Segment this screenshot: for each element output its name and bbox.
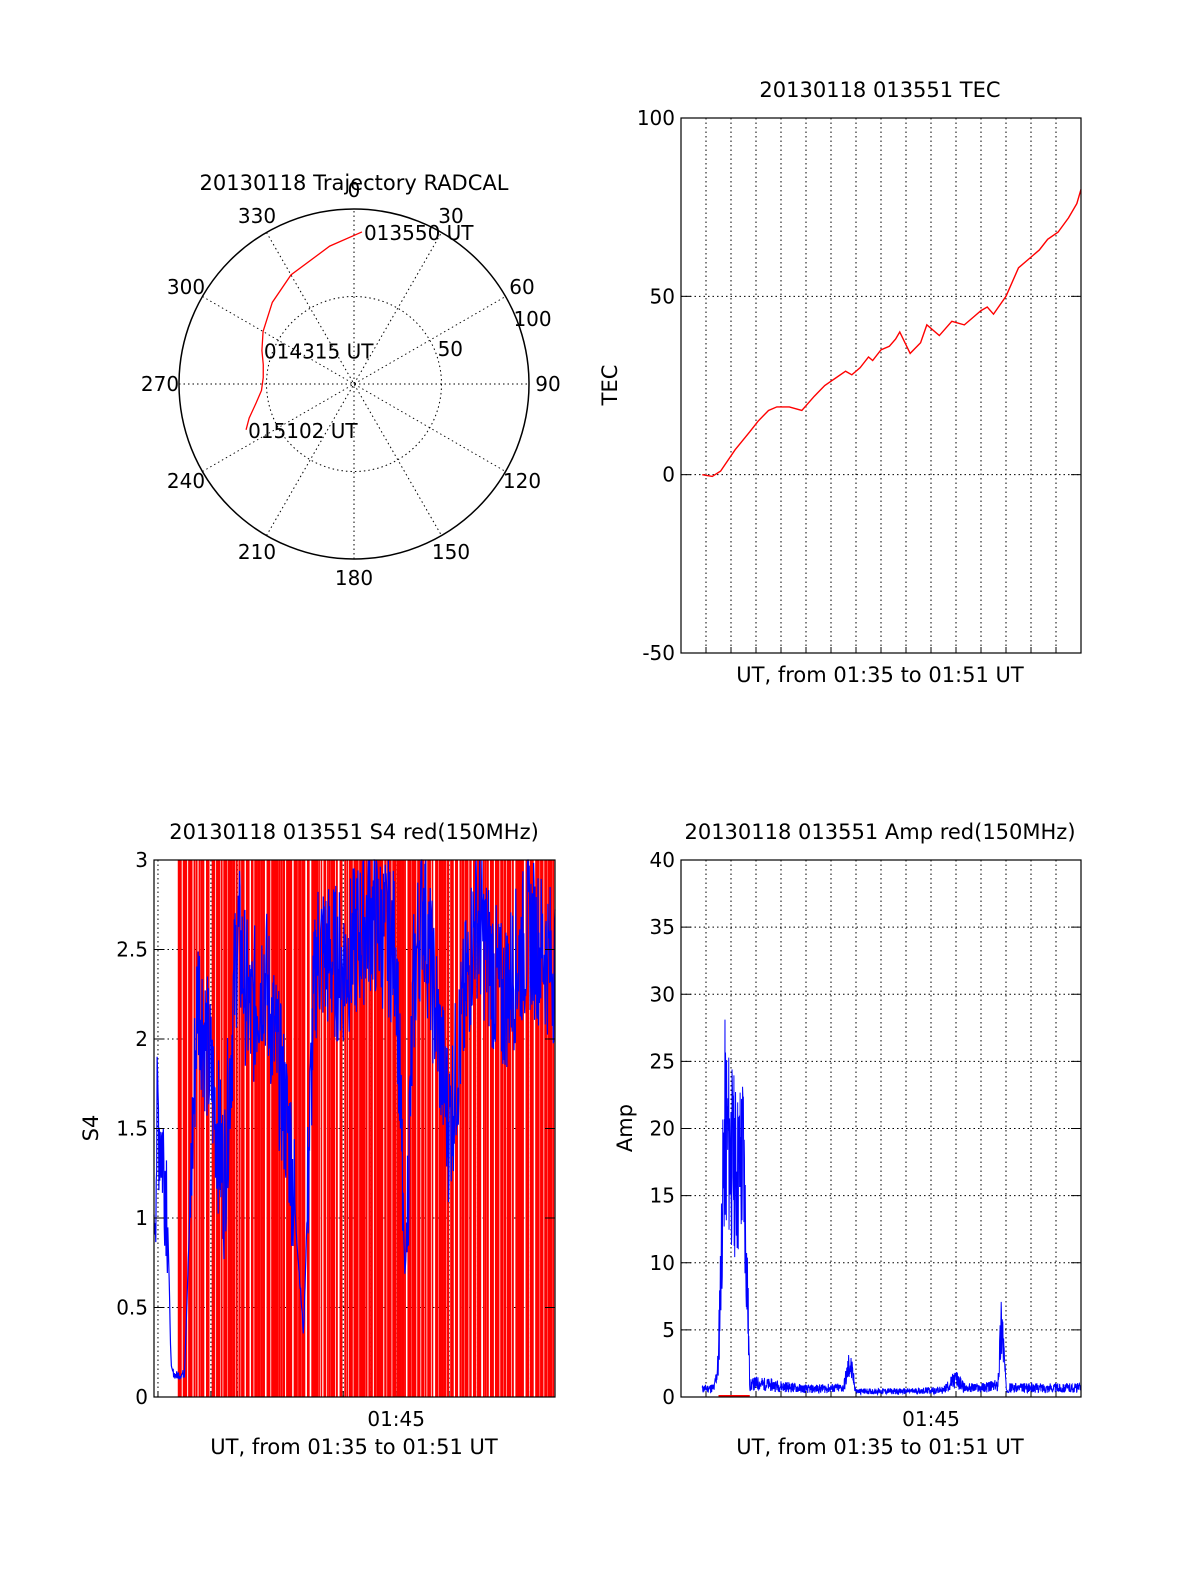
s4-ylabel: S4 (79, 1115, 103, 1142)
amp-y-tick-label: 15 (650, 1184, 675, 1208)
s4-y-tick-label: 2.5 (116, 938, 148, 962)
trajectory-line (245, 231, 363, 430)
trajectory-polar-chart: 20130118 Trajectory RADCAL 0 30 60 90 120 150… (141, 171, 561, 590)
tec-line (702, 189, 1082, 478)
tec-y-tick-label: -50 (642, 641, 675, 665)
tec-y-tick-label: 100 (637, 106, 675, 130)
amp-y-tick-label: 10 (650, 1251, 675, 1275)
s4-xlabel: UT, from 01:35 to 01:51 UT (210, 1435, 498, 1459)
trajectory-title: 20130118 Trajectory RADCAL (200, 171, 509, 195)
amp-y-tick-label: 25 (650, 1049, 675, 1073)
amp-blue-line (701, 1019, 1082, 1397)
amp-y-tick-label: 35 (650, 915, 675, 939)
tec-y-tick-label: 0 (662, 463, 675, 487)
amp-xlabel: UT, from 01:35 to 01:51 UT (736, 1435, 1024, 1459)
s4-y-tick-label: 1.5 (116, 1117, 148, 1141)
polar-radial-tick-label: 100 (513, 307, 551, 331)
tec-frame (680, 117, 1082, 654)
polar-angle-tick-label: 0 (348, 178, 361, 202)
polar-angle-tick-label: 150 (432, 540, 470, 564)
amp-series (701, 1019, 1082, 1397)
amp-title: 20130118 013551 Amp red(150MHz) (684, 820, 1075, 844)
s4-y-tick-label: 0.5 (116, 1296, 148, 1320)
s4-y-tick-label: 0 (135, 1385, 148, 1409)
s4-title: 20130118 013551 S4 red(150MHz) (169, 820, 539, 844)
s4-x-tick-label: 01:45 (367, 1407, 425, 1431)
trajectory-series (245, 231, 363, 430)
amp-x-ticks: 01:45 (902, 1407, 960, 1431)
amp-y-tick-label: 5 (662, 1318, 675, 1342)
s4-y-ticks: 0 0.5 1 1.5 2 2.5 3 (116, 848, 555, 1409)
amp-grid (680, 860, 1082, 1397)
s4-blue-line (153, 859, 556, 1380)
polar-angle-tick-label: 270 (141, 372, 179, 396)
s4-y-tick-label: 3 (135, 848, 148, 872)
s4-y-tick-label: 2 (135, 1027, 148, 1051)
s4-y-tick-label: 1 (135, 1206, 148, 1230)
amp-chart: 20130118 013551 Amp red(150MHz) 0 5 10 15 20… (613, 820, 1082, 1459)
amp-ylabel: Amp (613, 1104, 637, 1152)
amp-y-tick-label: 30 (650, 982, 675, 1006)
tec-series (702, 189, 1082, 478)
polar-angle-tick-label: 240 (167, 469, 205, 493)
tec-chart: 20130118 013551 TEC -50 0 50 100 TEC UT, fr… (598, 78, 1082, 687)
polar-angle-tick-label: 90 (535, 372, 560, 396)
tec-y-tick-label: 50 (650, 284, 675, 308)
amp-y-tick-label: 20 (650, 1117, 675, 1141)
polar-angle-tick-label: 180 (335, 566, 373, 590)
polar-angle-tick-label: 300 (167, 275, 205, 299)
polar-angle-tick-label: 30 (438, 204, 463, 228)
tec-y-ticks: -50 0 50 100 (637, 106, 1081, 665)
s4-chart: 20130118 013551 S4 red(150MHz) 0 0.5 1 1.5 2… (79, 820, 556, 1459)
tec-xlabel: UT, from 01:35 to 01:51 UT (736, 663, 1024, 687)
tec-title: 20130118 013551 TEC (759, 78, 1000, 102)
trajectory-time-label: 015102 UT (248, 419, 358, 443)
trajectory-time-label: 013550 UT (364, 221, 474, 245)
polar-angle-tick-label: 60 (509, 275, 534, 299)
trajectory-time-label: 014315 UT (264, 339, 374, 363)
tec-ylabel: TEC (598, 365, 622, 407)
polar-angle-ticks: 0 30 60 90 120 150 180 210 240 270 300 330 (141, 178, 561, 590)
amp-y-tick-label: 40 (650, 848, 675, 872)
amp-y-ticks: 0 5 10 15 20 25 30 35 40 (650, 848, 1081, 1409)
polar-angle-tick-label: 330 (238, 204, 276, 228)
polar-grid (178, 208, 530, 560)
polar-radial-ticks: 50 100 (438, 307, 552, 361)
polar-angle-tick-label: 210 (238, 540, 276, 564)
s4-x-ticks: 01:45 (367, 1407, 425, 1431)
amp-y-tick-label: 0 (662, 1385, 675, 1409)
trajectory-annotations: 013550 UT 014315 UT 015102 UT (248, 221, 474, 443)
polar-angle-tick-label: 120 (503, 469, 541, 493)
amp-x-tick-label: 01:45 (902, 1407, 960, 1431)
polar-radial-tick-label: 50 (438, 337, 463, 361)
